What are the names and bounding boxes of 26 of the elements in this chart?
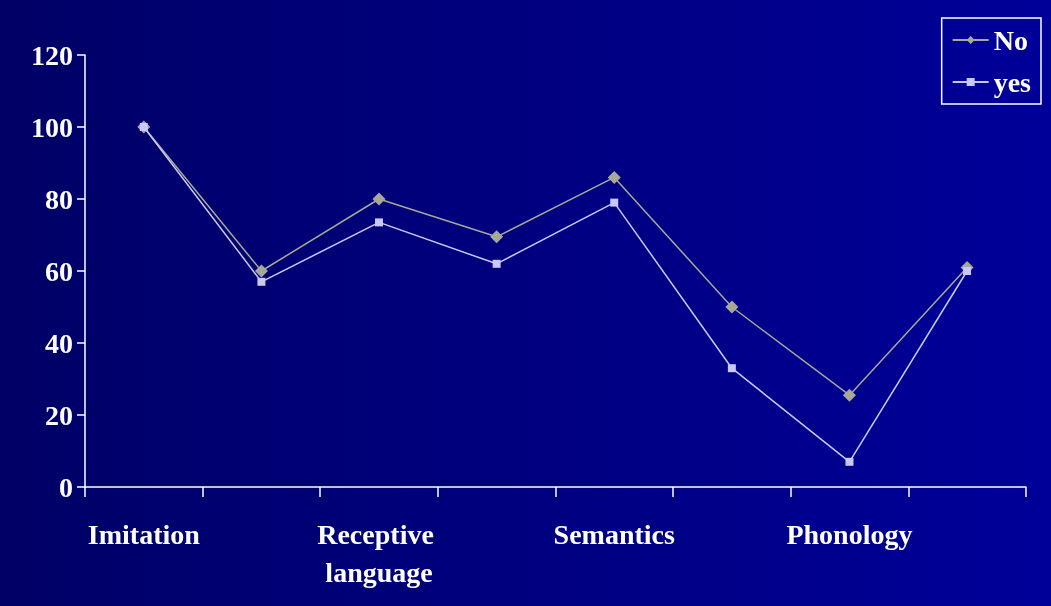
y-tick-label: 80 — [45, 183, 73, 215]
point — [845, 457, 854, 466]
y-tick-label: 120 — [31, 39, 73, 71]
y-tick-label: 20 — [45, 399, 73, 431]
x-tick-label: Semantics — [553, 518, 676, 550]
y-tick-label: 60 — [45, 255, 73, 287]
x-tick-label: Phonology — [786, 518, 913, 550]
point — [372, 192, 386, 206]
point — [254, 264, 268, 278]
x-tick-label: Receptive language — [317, 518, 441, 588]
point — [257, 277, 266, 286]
point — [725, 300, 739, 314]
point — [727, 364, 736, 373]
legend-label: No — [993, 24, 1028, 56]
point — [963, 267, 972, 275]
legend-label: yes — [993, 66, 1032, 98]
point — [842, 388, 856, 402]
point — [610, 198, 619, 207]
point — [492, 259, 501, 268]
y-tick-label: 40 — [45, 327, 73, 359]
y-tick-label: 100 — [31, 111, 73, 143]
point — [375, 218, 384, 227]
x-tick-label: Imitation — [87, 518, 201, 550]
y-tick-label: 0 — [59, 471, 73, 503]
point — [490, 230, 504, 244]
point — [607, 170, 621, 184]
